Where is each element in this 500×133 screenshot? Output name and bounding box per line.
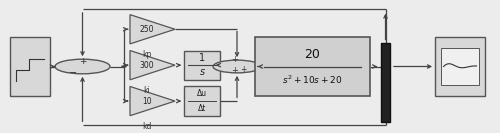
Bar (435, 37, 485, 96)
Bar (184, 86, 220, 116)
Text: Δu: Δu (197, 89, 207, 98)
Bar (381, 43, 390, 122)
Text: +: + (240, 65, 246, 74)
Polygon shape (130, 51, 175, 80)
Bar (441, 48, 479, 85)
Text: Δt: Δt (198, 104, 206, 113)
Text: s: s (200, 67, 204, 78)
Text: +: + (79, 57, 86, 66)
Text: ki: ki (144, 86, 150, 95)
Bar (184, 51, 220, 80)
Circle shape (55, 59, 110, 74)
Text: $s^2 + 10s + 20$: $s^2 + 10s + 20$ (282, 74, 343, 86)
Text: kp: kp (142, 50, 152, 59)
Text: 10: 10 (142, 97, 152, 106)
Bar (10, 37, 50, 96)
Polygon shape (130, 86, 175, 116)
Text: −: − (70, 68, 78, 78)
Text: 250: 250 (140, 25, 154, 34)
Text: 300: 300 (140, 61, 154, 70)
Text: 20: 20 (304, 48, 320, 61)
Circle shape (213, 60, 261, 73)
Text: 1: 1 (199, 53, 205, 63)
Polygon shape (130, 15, 175, 44)
Text: +: + (231, 66, 238, 75)
Circle shape (122, 66, 126, 67)
Text: kd: kd (142, 122, 152, 131)
Bar (255, 37, 370, 96)
Text: +: + (231, 55, 238, 64)
